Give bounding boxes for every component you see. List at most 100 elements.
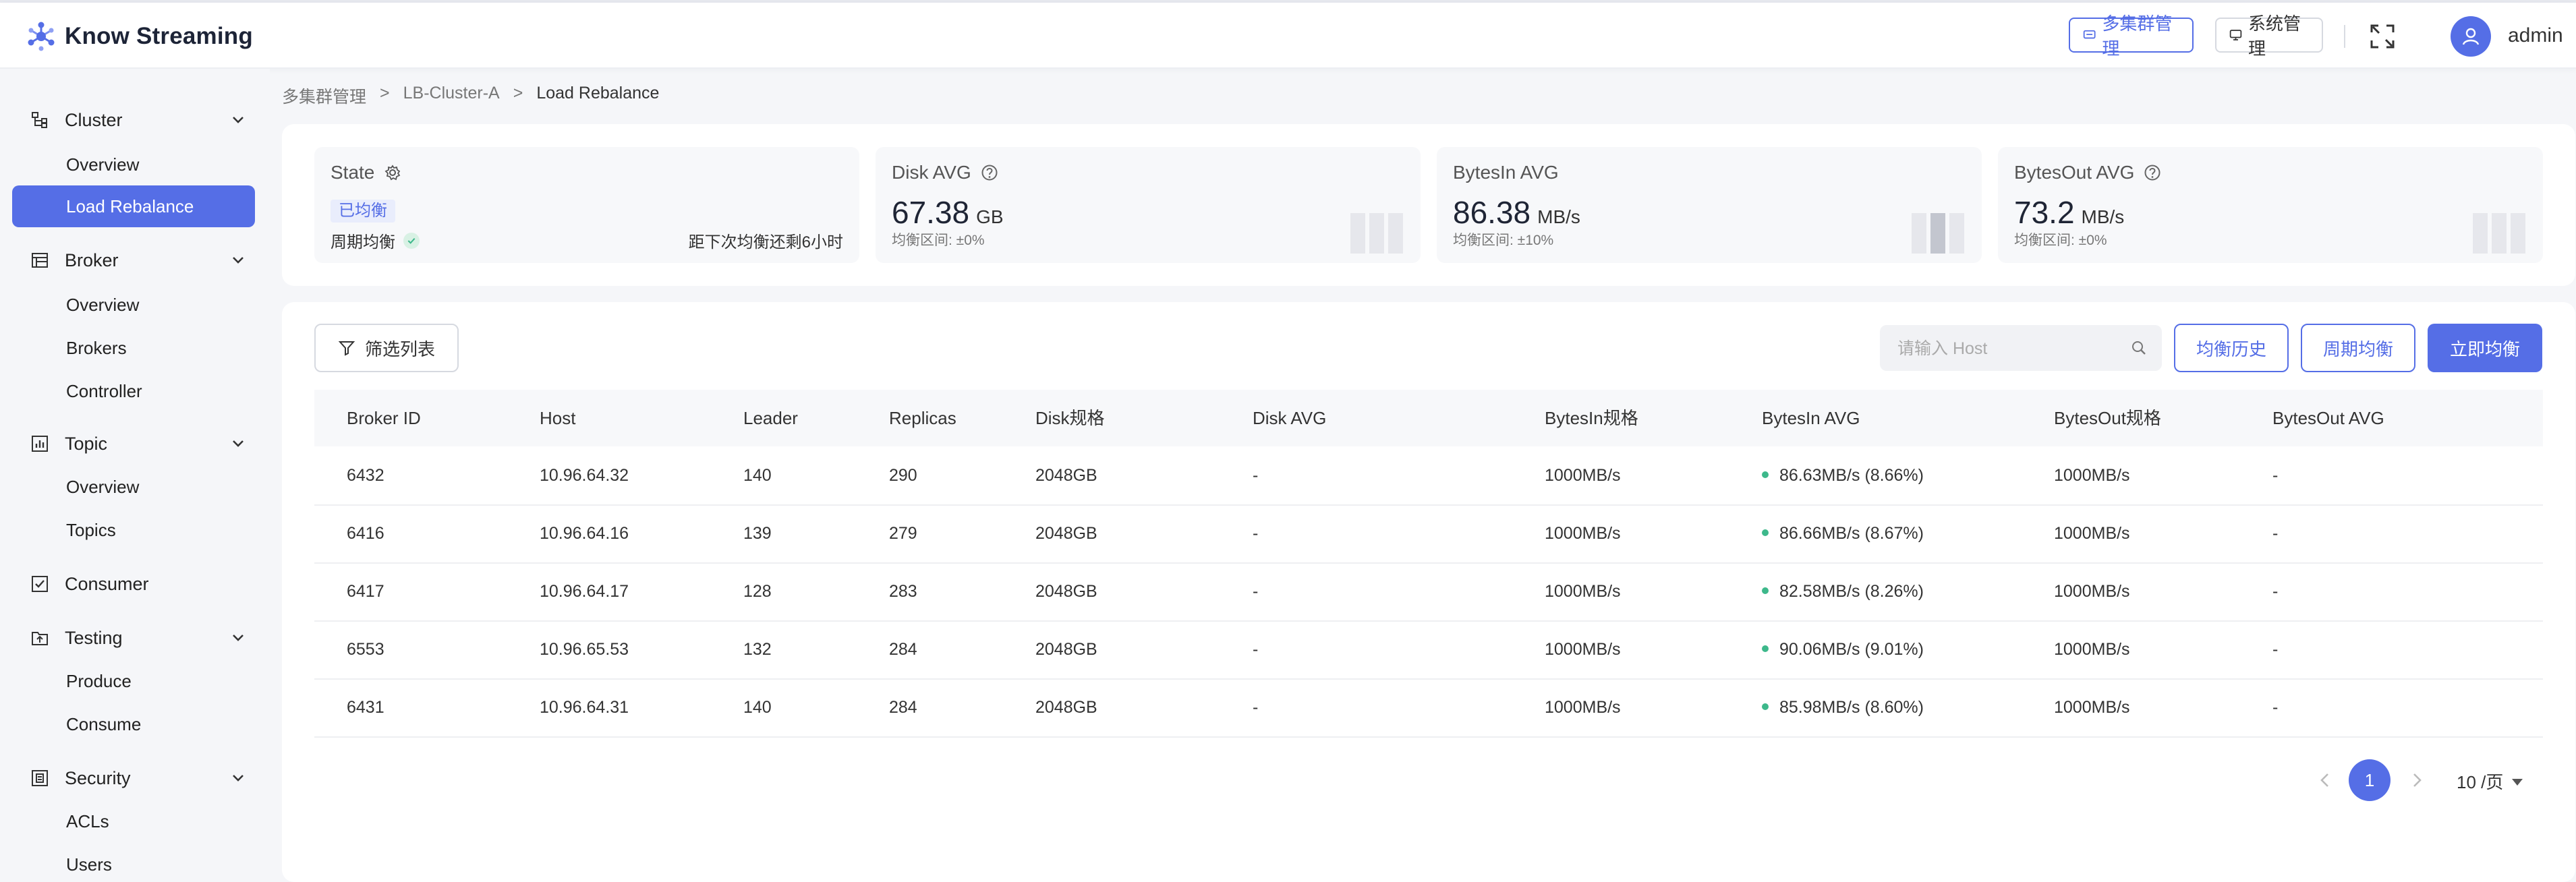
column-header-disk-avg[interactable]: Disk AVG [1253, 408, 1327, 428]
table-row[interactable]: 6432 10.96.64.32 140 290 2048GB - 1000MB… [314, 446, 2543, 506]
column-header-leader[interactable]: Leader [743, 408, 798, 428]
help-icon[interactable] [981, 164, 998, 181]
cell-disk-avg: - [1253, 466, 1259, 485]
search-icon[interactable] [2131, 340, 2147, 356]
cell-leader: 139 [743, 524, 772, 543]
host-search-input[interactable] [1880, 325, 2128, 372]
cell-bytesout-avg: - [2272, 466, 2279, 485]
table-row[interactable]: 6431 10.96.64.31 140 284 2048GB - 1000MB… [314, 678, 2543, 738]
column-header-broker-id[interactable]: Broker ID [347, 408, 421, 428]
next-rebalance-text: 距下次均衡还剩6小时 [688, 233, 843, 252]
avatar[interactable] [2451, 16, 2491, 57]
sidebar-group-consumer[interactable]: Consumer [31, 570, 149, 597]
cell-broker-id: 6416 [347, 524, 384, 543]
status-dot [1762, 703, 1769, 711]
cell-host: 10.96.64.16 [540, 524, 629, 543]
cell-host: 10.96.64.17 [540, 582, 629, 601]
username[interactable]: admin [2508, 24, 2563, 47]
sidebar-group-label: Topic [65, 433, 108, 454]
gear-icon[interactable] [384, 164, 401, 181]
sidebar-item-consume[interactable]: Consume [66, 713, 142, 734]
cell-bytesout-spec: 1000MB/s [2054, 582, 2130, 601]
table-row[interactable]: 6553 10.96.65.53 132 284 2048GB - 1000MB… [314, 620, 2543, 680]
mini-bar-chart [1350, 213, 1403, 254]
filter-icon [338, 341, 355, 356]
chevron-down-icon[interactable] [229, 769, 247, 787]
sidebar-item-topics[interactable]: Topics [66, 519, 116, 540]
cell-broker-id: 6553 [347, 640, 384, 659]
testing-icon [32, 632, 48, 645]
column-header-bytesout-avg[interactable]: BytesOut AVG [2272, 408, 2384, 428]
mini-bar-chart [2473, 213, 2525, 254]
periodic-rebalance-button[interactable]: 周期均衡 [2301, 324, 2415, 372]
bytesin-avg-value: 86.38 [1453, 195, 1531, 230]
chevron-right-icon[interactable] [2405, 769, 2428, 792]
help-icon[interactable] [2144, 164, 2161, 181]
system-button[interactable]: 系统管理 [2215, 13, 2323, 59]
breadcrumb: 多集群管理 > LB-Cluster-A > Load Rebalance [282, 84, 659, 108]
sidebar-item-topic-overview[interactable]: Overview [66, 476, 140, 497]
sidebar-group-security[interactable]: Security [31, 765, 131, 792]
column-header-replicas[interactable]: Replicas [889, 408, 956, 428]
chevron-down-icon[interactable] [229, 111, 247, 129]
sidebar-group-broker[interactable]: Broker [31, 247, 119, 274]
sidebar-item-controller[interactable]: Controller [66, 380, 142, 401]
sidebar-item-broker-overview[interactable]: Overview [66, 294, 140, 315]
cell-disk-avg: - [1253, 698, 1259, 717]
disk-avg-range: 均衡区间: ±0% [892, 233, 985, 248]
logo[interactable]: Know Streaming [26, 20, 253, 53]
cell-bytesout-spec: 1000MB/s [2054, 698, 2130, 717]
column-header-bytesout-spec[interactable]: BytesOut规格 [2054, 408, 2161, 428]
column-header-host[interactable]: Host [540, 408, 576, 428]
breadcrumb-separator: > [380, 84, 390, 102]
cell-replicas: 283 [889, 582, 917, 601]
multi-cluster-button[interactable]: 多集群管理 [2069, 13, 2194, 59]
disk-avg-card: Disk AVG 67.38 GB 均衡区间: ±0% [876, 147, 1421, 263]
top-header: Know Streaming 多集群管理 系统管理 admin [0, 3, 2576, 69]
cell-bytesin-spec: 1000MB/s [1545, 466, 1621, 485]
sidebar-group-topic[interactable]: Topic [31, 430, 107, 457]
cell-disk-avg: - [1253, 524, 1259, 543]
sidebar-item-produce[interactable]: Produce [66, 670, 132, 691]
mini-bar-chart [1912, 213, 1964, 254]
table-header: Broker ID Host Leader Replicas Disk规格 Di… [314, 390, 2543, 446]
chevron-down-icon[interactable] [229, 435, 247, 452]
page-size-select[interactable]: 10 /页 [2457, 769, 2525, 794]
sidebar-group-testing[interactable]: Testing [31, 624, 123, 651]
cell-bytesout-avg: - [2272, 698, 2279, 717]
breadcrumb-link-cluster[interactable]: LB-Cluster-A [403, 84, 500, 102]
sidebar-item-brokers[interactable]: Brokers [66, 337, 127, 358]
bytesout-avg-unit: MB/s [2081, 206, 2125, 227]
chevron-left-icon[interactable] [2314, 769, 2337, 792]
cell-disk-spec: 2048GB [1035, 466, 1097, 485]
filter-list-button[interactable]: 筛选列表 [314, 324, 459, 372]
status-dot [1762, 529, 1769, 537]
rebalance-now-button[interactable]: 立即均衡 [2428, 324, 2542, 372]
cell-replicas: 284 [889, 640, 917, 659]
sidebar-item-acls[interactable]: ACLs [66, 811, 109, 831]
bytesout-avg-title: BytesOut AVG [2014, 162, 2135, 183]
column-header-bytesin-avg[interactable]: BytesIn AVG [1762, 408, 1860, 428]
breadcrumb-link-multi-cluster[interactable]: 多集群管理 [282, 88, 367, 107]
state-mode: 周期均衡 [331, 233, 395, 252]
table-row[interactable]: 6416 10.96.64.16 139 279 2048GB - 1000MB… [314, 504, 2543, 564]
fullscreen-icon[interactable] [2369, 23, 2396, 50]
page-number-current[interactable]: 1 [2349, 759, 2391, 801]
cell-broker-id: 6417 [347, 582, 384, 601]
sidebar-item-users[interactable]: Users [66, 854, 112, 875]
column-header-disk-spec[interactable]: Disk规格 [1035, 408, 1105, 428]
cell-bytesin-spec: 1000MB/s [1545, 524, 1621, 543]
sidebar-group-cluster[interactable]: Cluster [31, 107, 123, 134]
cell-disk-spec: 2048GB [1035, 640, 1097, 659]
chevron-down-icon[interactable] [229, 252, 247, 269]
state-card: State 已均衡 周期均衡 距下次均衡还剩6小时 [314, 147, 859, 263]
table-row[interactable]: 6417 10.96.64.17 128 283 2048GB - 1000MB… [314, 562, 2543, 622]
rebalance-history-button[interactable]: 均衡历史 [2174, 324, 2289, 372]
sidebar-item-cluster-overview[interactable]: Overview [66, 154, 140, 175]
column-header-bytesin-spec[interactable]: BytesIn规格 [1545, 408, 1638, 428]
chevron-down-icon[interactable] [229, 629, 247, 647]
cell-host: 10.96.65.53 [540, 640, 629, 659]
sidebar-item-load-rebalance[interactable]: Load Rebalance [12, 185, 255, 227]
cell-disk-spec: 2048GB [1035, 698, 1097, 717]
cell-bytesout-avg: - [2272, 582, 2279, 601]
